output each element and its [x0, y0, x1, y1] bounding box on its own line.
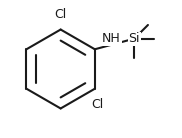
Text: Si: Si: [128, 32, 140, 45]
Text: Cl: Cl: [55, 8, 67, 21]
Text: Cl: Cl: [92, 98, 104, 111]
Text: NH: NH: [102, 32, 121, 45]
